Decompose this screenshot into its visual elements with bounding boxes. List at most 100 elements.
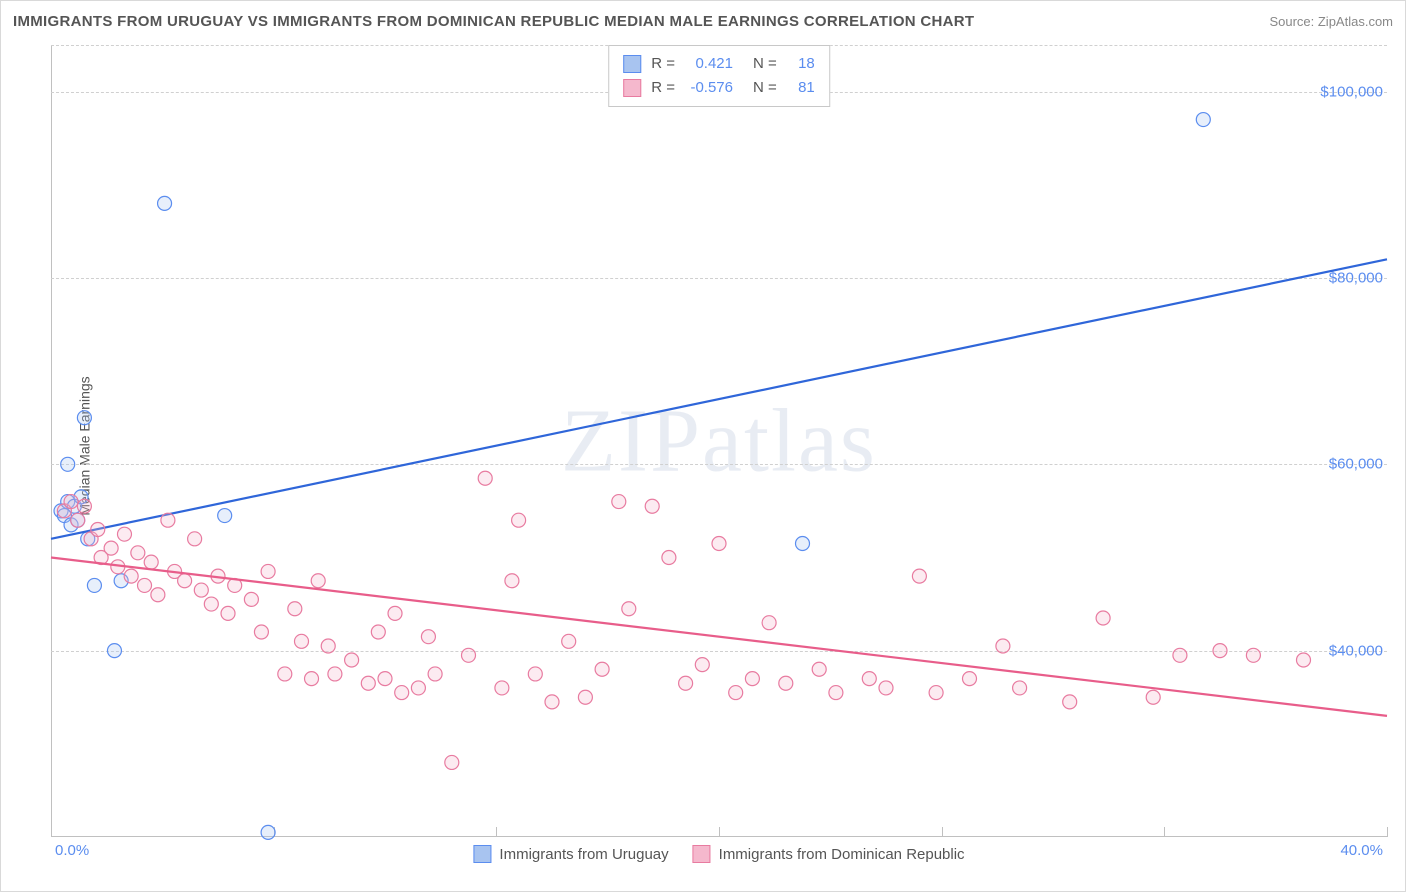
- scatter-point-dominican: [729, 686, 743, 700]
- scatter-point-dominican: [528, 667, 542, 681]
- scatter-point-uruguay: [107, 644, 121, 658]
- scatter-point-dominican: [244, 592, 258, 606]
- scatter-point-dominican: [288, 602, 302, 616]
- scatter-point-uruguay: [87, 578, 101, 592]
- scatter-point-dominican: [361, 676, 375, 690]
- scatter-point-dominican: [395, 686, 409, 700]
- title-bar: IMMIGRANTS FROM URUGUAY VS IMMIGRANTS FR…: [13, 9, 1393, 33]
- scatter-point-dominican: [505, 574, 519, 588]
- scatter-point-dominican: [745, 672, 759, 686]
- scatter-point-dominican: [645, 499, 659, 513]
- scatter-point-dominican: [912, 569, 926, 583]
- legend-r-value: -0.576: [683, 76, 733, 100]
- scatter-point-dominican: [151, 588, 165, 602]
- legend-series-item: Immigrants from Dominican Republic: [693, 845, 965, 863]
- scatter-point-dominican: [278, 667, 292, 681]
- scatter-point-dominican: [371, 625, 385, 639]
- regression-line-dominican: [51, 557, 1387, 715]
- scatter-point-uruguay: [796, 536, 810, 550]
- plot-area: ZIPatlas $40,000$60,000$80,000$100,000 R…: [51, 45, 1387, 837]
- scatter-point-dominican: [428, 667, 442, 681]
- scatter-point-dominican: [662, 550, 676, 564]
- scatter-point-dominican: [712, 536, 726, 550]
- scatter-point-uruguay: [77, 411, 91, 425]
- scatter-point-dominican: [411, 681, 425, 695]
- scatter-point-dominican: [1173, 648, 1187, 662]
- scatter-point-dominican: [421, 630, 435, 644]
- scatter-point-dominican: [996, 639, 1010, 653]
- legend-series-label: Immigrants from Uruguay: [499, 846, 668, 863]
- legend-stat-row: R = -0.576 N = 81: [623, 76, 815, 100]
- scatter-point-dominican: [445, 755, 459, 769]
- scatter-point-dominican: [144, 555, 158, 569]
- scatter-point-dominican: [612, 495, 626, 509]
- scatter-point-dominican: [161, 513, 175, 527]
- scatter-point-dominican: [779, 676, 793, 690]
- scatter-point-dominican: [1096, 611, 1110, 625]
- scatter-point-uruguay: [261, 825, 275, 839]
- scatter-point-dominican: [91, 523, 105, 537]
- scatter-point-dominican: [104, 541, 118, 555]
- scatter-point-dominican: [131, 546, 145, 560]
- scatter-point-dominican: [328, 667, 342, 681]
- scatter-point-dominican: [762, 616, 776, 630]
- scatter-point-dominican: [117, 527, 131, 541]
- scatter-point-dominican: [578, 690, 592, 704]
- legend-correlation-box: R = 0.421 N = 18 R = -0.576 N = 81: [608, 45, 830, 107]
- scatter-point-uruguay: [61, 457, 75, 471]
- scatter-point-dominican: [1297, 653, 1311, 667]
- scatter-point-dominican: [512, 513, 526, 527]
- scatter-point-dominican: [1013, 681, 1027, 695]
- legend-stat-row: R = 0.421 N = 18: [623, 52, 815, 76]
- scatter-svg: [51, 45, 1387, 837]
- scatter-point-dominican: [622, 602, 636, 616]
- scatter-point-dominican: [388, 606, 402, 620]
- scatter-point-dominican: [495, 681, 509, 695]
- scatter-point-dominican: [462, 648, 476, 662]
- scatter-point-dominican: [963, 672, 977, 686]
- scatter-point-dominican: [64, 495, 78, 509]
- regression-line-uruguay: [51, 259, 1387, 539]
- scatter-point-uruguay: [158, 196, 172, 210]
- scatter-point-dominican: [194, 583, 208, 597]
- legend-swatch-icon: [623, 55, 641, 73]
- scatter-point-dominican: [204, 597, 218, 611]
- scatter-point-dominican: [295, 634, 309, 648]
- scatter-point-dominican: [1063, 695, 1077, 709]
- scatter-point-dominican: [77, 499, 91, 513]
- scatter-point-dominican: [221, 606, 235, 620]
- scatter-point-dominican: [138, 578, 152, 592]
- legend-r-value: 0.421: [683, 52, 733, 76]
- scatter-point-uruguay: [1196, 113, 1210, 127]
- scatter-point-dominican: [929, 686, 943, 700]
- legend-swatch-icon: [473, 845, 491, 863]
- scatter-point-dominican: [378, 672, 392, 686]
- scatter-point-uruguay: [218, 509, 232, 523]
- legend-r-label: R =: [651, 76, 675, 100]
- scatter-point-dominican: [695, 658, 709, 672]
- scatter-point-dominican: [124, 569, 138, 583]
- legend-n-label: N =: [753, 52, 777, 76]
- x-axis-max-label: 40.0%: [1340, 842, 1383, 859]
- legend-series-label: Immigrants from Dominican Republic: [719, 846, 965, 863]
- scatter-point-dominican: [178, 574, 192, 588]
- x-axis-min-label: 0.0%: [55, 842, 89, 859]
- legend-n-label: N =: [753, 76, 777, 100]
- legend-r-label: R =: [651, 52, 675, 76]
- legend-swatch-icon: [693, 845, 711, 863]
- legend-series: Immigrants from Uruguay Immigrants from D…: [473, 845, 964, 863]
- scatter-point-dominican: [188, 532, 202, 546]
- legend-series-item: Immigrants from Uruguay: [473, 845, 668, 863]
- chart-source: Source: ZipAtlas.com: [1269, 14, 1393, 29]
- chart-title: IMMIGRANTS FROM URUGUAY VS IMMIGRANTS FR…: [13, 13, 974, 30]
- chart-container: IMMIGRANTS FROM URUGUAY VS IMMIGRANTS FR…: [0, 0, 1406, 892]
- scatter-point-dominican: [862, 672, 876, 686]
- scatter-point-dominican: [562, 634, 576, 648]
- scatter-point-dominican: [478, 471, 492, 485]
- scatter-point-dominican: [345, 653, 359, 667]
- scatter-point-dominican: [1213, 644, 1227, 658]
- scatter-point-dominican: [829, 686, 843, 700]
- legend-n-value: 81: [785, 76, 815, 100]
- scatter-point-dominican: [254, 625, 268, 639]
- legend-n-value: 18: [785, 52, 815, 76]
